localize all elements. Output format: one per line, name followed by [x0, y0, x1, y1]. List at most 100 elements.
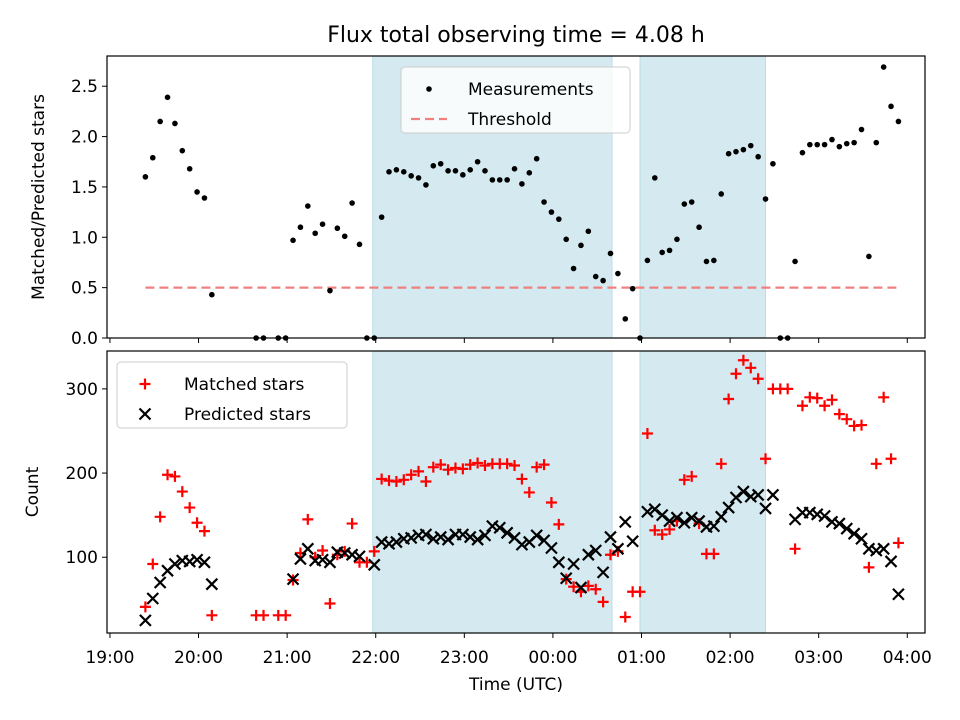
matched-star-point [435, 459, 447, 471]
predicted-star-point [552, 556, 566, 569]
measurement-point [651, 175, 658, 181]
measurement-point [408, 173, 414, 179]
matched-star-point [538, 459, 550, 471]
measurement-point [445, 168, 451, 174]
predicted-star-point [353, 550, 366, 563]
matched-star-point [789, 543, 801, 555]
matched-star-point [472, 457, 484, 469]
matched-star-point [782, 383, 794, 395]
predicted-star-point [582, 548, 595, 561]
predicted-star-point [530, 529, 543, 542]
measurement-point [209, 291, 215, 298]
matched-star-point [723, 393, 735, 405]
x-tick-label: 20:00 [174, 648, 223, 668]
legend-label: Matched stars [184, 375, 304, 395]
y-tick-label: 100 [66, 548, 98, 568]
matched-star-point [184, 502, 196, 514]
matched-star-point [745, 362, 757, 374]
predicted-star-point [574, 581, 588, 594]
measurement-point [452, 168, 459, 174]
measurement-point [659, 249, 665, 256]
measurement-point [711, 257, 717, 264]
x-tick-label: 19:00 [85, 648, 134, 668]
predicted-star-point [486, 519, 499, 533]
predicted-star-point [884, 555, 898, 568]
measurement-point [895, 118, 902, 125]
measurement-point [393, 167, 400, 173]
predicted-star-point [441, 533, 455, 546]
measurement-point [297, 224, 304, 231]
predicted-star-point [862, 542, 876, 556]
measurement-point [327, 287, 333, 294]
flux-panel: 0.0 0.5 1.0 1.5 2.0 2.5 Matched/Predicted sta… [29, 55, 926, 349]
predicted-star-point [168, 557, 182, 571]
predicted-star-point [146, 592, 160, 605]
predicted-star-point [810, 508, 824, 521]
predicted-star-point [198, 556, 211, 569]
matched-star-point [191, 517, 203, 529]
count-panel: 100 200 300 19:00 20:00 21:00 22:00 23:00 00:00 0… [23, 350, 932, 695]
matched-star-point [582, 580, 594, 592]
measurement-point [474, 158, 481, 165]
matched-star-point [176, 486, 188, 498]
predicted-star-point [744, 490, 758, 503]
legend-box [400, 66, 631, 134]
matched-star-point [649, 524, 661, 536]
predicted-star-point [301, 542, 315, 556]
legend-label: Predicted stars [184, 405, 311, 425]
measurement-point [194, 189, 200, 195]
matched-star-point [302, 513, 314, 525]
predicted-star-point [596, 566, 610, 579]
predicted-star-point [367, 558, 381, 572]
x-tick-label: 01:00 [617, 648, 666, 668]
matched-star-point [479, 459, 491, 471]
measurement-point [437, 160, 444, 167]
matched-star-point [405, 469, 417, 481]
predicted-star-point [404, 531, 418, 545]
measurement-point [511, 166, 518, 172]
predicted-star-point [611, 542, 625, 556]
predicted-star-point [847, 527, 861, 540]
matched-star-point [760, 453, 772, 465]
measurement-point [164, 94, 171, 101]
matched-star-point [324, 598, 336, 610]
predicted-star-point [434, 530, 447, 544]
measurement-point [836, 143, 843, 150]
x-tick-label: 22:00 [351, 648, 400, 668]
measurement-point [467, 167, 474, 173]
matched-star-point [154, 511, 166, 523]
y-tick-label: 2.5 [71, 77, 98, 97]
measurement-point [305, 203, 311, 209]
predicted-star-point [316, 553, 329, 567]
matched-star-point [590, 583, 602, 595]
measurement-point [482, 168, 488, 174]
matched-star-point [870, 458, 882, 470]
y-tick-label: 200 [66, 464, 98, 484]
matched-star-point [198, 525, 210, 537]
measurement-point [873, 139, 880, 146]
measurement-point [386, 169, 392, 175]
matched-star-point [516, 473, 528, 485]
measurement-point [415, 175, 422, 181]
predicted-star-point [670, 511, 684, 524]
predicted-star-point [463, 530, 477, 544]
measurement-point [725, 150, 732, 157]
predicted-star-point [478, 529, 492, 542]
measurement-point [319, 221, 326, 227]
flux-axes-frame [106, 55, 926, 339]
predicted-star-point [286, 572, 300, 586]
measurement-point [607, 250, 614, 257]
matched-star-point [413, 465, 425, 477]
measurement-point [430, 162, 437, 169]
flux-series [142, 64, 902, 341]
matched-star-point [464, 459, 476, 471]
measurement-point [341, 233, 348, 240]
measurement-point [349, 200, 355, 206]
x-tick-label: 02:00 [706, 648, 755, 668]
predicted-star-point [493, 521, 507, 535]
measurement-point [829, 136, 835, 143]
matched-star-point [368, 545, 380, 557]
matched-star-point [826, 394, 838, 406]
measurement-point [733, 148, 739, 155]
measurement-point [142, 174, 149, 180]
